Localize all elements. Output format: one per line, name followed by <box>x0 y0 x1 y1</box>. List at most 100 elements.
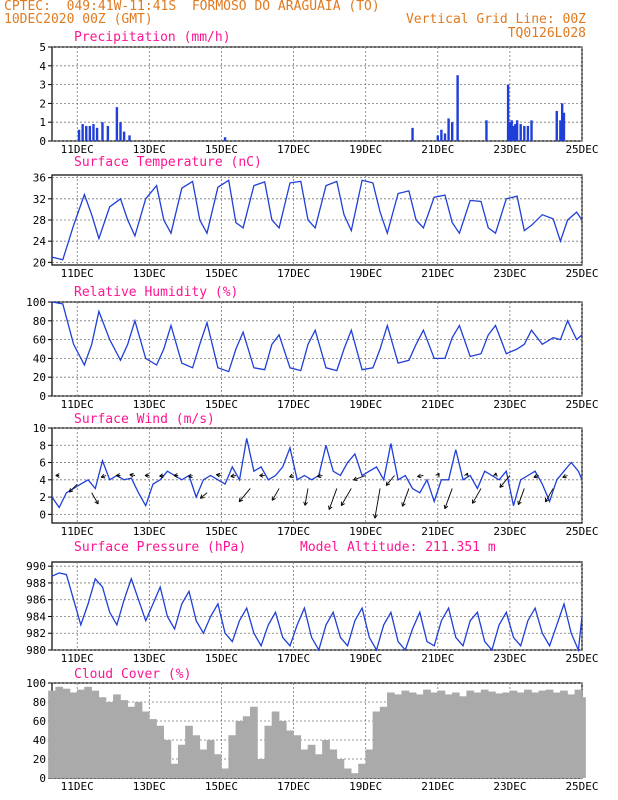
wind-vector <box>385 475 395 486</box>
precip-bar <box>515 120 519 141</box>
x-tick-label: 25DEC <box>565 525 598 538</box>
panel-title-temp: Surface Temperature (nC) <box>74 155 262 170</box>
cloud-bar <box>451 692 460 778</box>
precip-bar <box>95 127 99 141</box>
x-tick-label: 11DEC <box>61 267 94 280</box>
precip-bar <box>92 124 95 141</box>
wind-vector <box>238 488 251 502</box>
x-tick-label: 11DEC <box>61 652 94 665</box>
x-tick-label: 21DEC <box>421 525 454 538</box>
cloud-bar <box>415 694 424 778</box>
x-tick-label: 23DEC <box>493 398 526 411</box>
panel-title-rh: Relative Humidity (%) <box>74 285 238 300</box>
wind-vector <box>68 483 78 493</box>
wind-vector <box>353 475 366 481</box>
x-tick-label: 17DEC <box>277 398 310 411</box>
wind-vector-head <box>518 501 522 506</box>
cloud-bar <box>567 694 576 778</box>
cloud-bar <box>379 706 388 778</box>
wind-vector-head <box>417 473 421 477</box>
x-tick-label: 15DEC <box>205 525 238 538</box>
x-tick-label: 25DEC <box>565 267 598 280</box>
x-tick-label: 13DEC <box>133 143 166 156</box>
x-tick-label: 13DEC <box>133 398 166 411</box>
cloud-bar <box>314 754 323 778</box>
x-tick-label: 21DEC <box>421 780 454 793</box>
cloud-bar <box>538 690 547 778</box>
y-tick-label: 20 <box>33 753 46 766</box>
x-tick-label: 25DEC <box>565 398 598 411</box>
x-tick-label: 13DEC <box>133 780 166 793</box>
precip-bar <box>514 124 517 141</box>
wind-vector-head <box>94 501 99 505</box>
cloud-bar <box>372 711 381 778</box>
x-tick-label: 23DEC <box>493 652 526 665</box>
series-line-rh <box>51 301 583 373</box>
y-tick-label: 2 <box>39 97 46 110</box>
cloud-bar <box>430 692 439 778</box>
precip-bar <box>560 103 564 141</box>
x-tick-label: 13DEC <box>133 525 166 538</box>
cloud-bar <box>502 692 511 778</box>
x-tick-label: 21DEC <box>421 398 454 411</box>
wind-vector-head <box>238 497 241 502</box>
precip-bar <box>523 125 526 141</box>
cloud-bar <box>365 749 374 778</box>
x-tick-label: 15DEC <box>205 652 238 665</box>
cloud-bar <box>329 749 338 778</box>
wind-vector-head <box>199 494 203 499</box>
x-tick-label: 19DEC <box>349 267 382 280</box>
cloud-bar <box>242 716 251 778</box>
wind-vector-head <box>55 475 60 478</box>
wind-vector-head <box>443 504 446 509</box>
cloud-bar <box>163 740 172 778</box>
precip-bar <box>119 122 122 141</box>
cloud-bar <box>278 721 287 778</box>
cloud-bar <box>524 689 532 778</box>
wind-vector-head <box>216 472 221 476</box>
x-tick-label: 25DEC <box>565 652 598 665</box>
cloud-bar <box>98 697 107 778</box>
wind-vector-head <box>517 500 519 505</box>
wind-vector-head <box>239 499 244 503</box>
wind-vector-head <box>101 476 106 479</box>
x-tick-label: 11DEC <box>61 143 94 156</box>
wind-vector-head <box>55 473 60 476</box>
wind-vector-head <box>230 475 235 479</box>
panel-annotation: Model Altitude: 211.351 m <box>300 540 496 555</box>
wind-vector-head <box>386 483 391 486</box>
cloud-bar <box>444 694 453 778</box>
cloud-bar <box>466 690 475 778</box>
cloud-bar <box>84 686 92 778</box>
wind-vector-head <box>100 473 105 478</box>
wind-vector-head <box>200 497 205 499</box>
y-tick-label: 28 <box>33 214 46 227</box>
y-tick-label: 3 <box>39 79 46 92</box>
x-tick-label: 11DEC <box>61 780 94 793</box>
cloud-bar <box>488 691 496 778</box>
wind-vector-head <box>562 476 567 479</box>
x-tick-label: 19DEC <box>349 525 382 538</box>
y-tick-label: 4 <box>39 474 46 487</box>
x-tick-label: 23DEC <box>493 267 526 280</box>
x-tick-label: 25DEC <box>565 143 598 156</box>
precip-bar <box>443 133 447 141</box>
wind-vector <box>340 488 352 506</box>
x-tick-label: 23DEC <box>493 780 526 793</box>
y-tick-label: 24 <box>33 235 47 248</box>
y-tick-label: 986 <box>26 594 46 607</box>
cloud-bar <box>221 768 229 778</box>
x-tick-label: 19DEC <box>349 780 382 793</box>
wind-vector-head <box>115 473 120 476</box>
cloud-bar <box>437 690 446 778</box>
panel-title-cloud: Cloud Cover (%) <box>74 667 191 682</box>
precip-bar <box>122 131 126 141</box>
precip-bar <box>77 129 81 141</box>
x-tick-label: 17DEC <box>277 652 310 665</box>
y-tick-label: 60 <box>33 715 46 728</box>
cloud-bar <box>185 725 193 778</box>
cloud-bar <box>62 688 71 778</box>
wind-vector-head <box>464 472 468 477</box>
cloud-bar <box>264 725 273 778</box>
